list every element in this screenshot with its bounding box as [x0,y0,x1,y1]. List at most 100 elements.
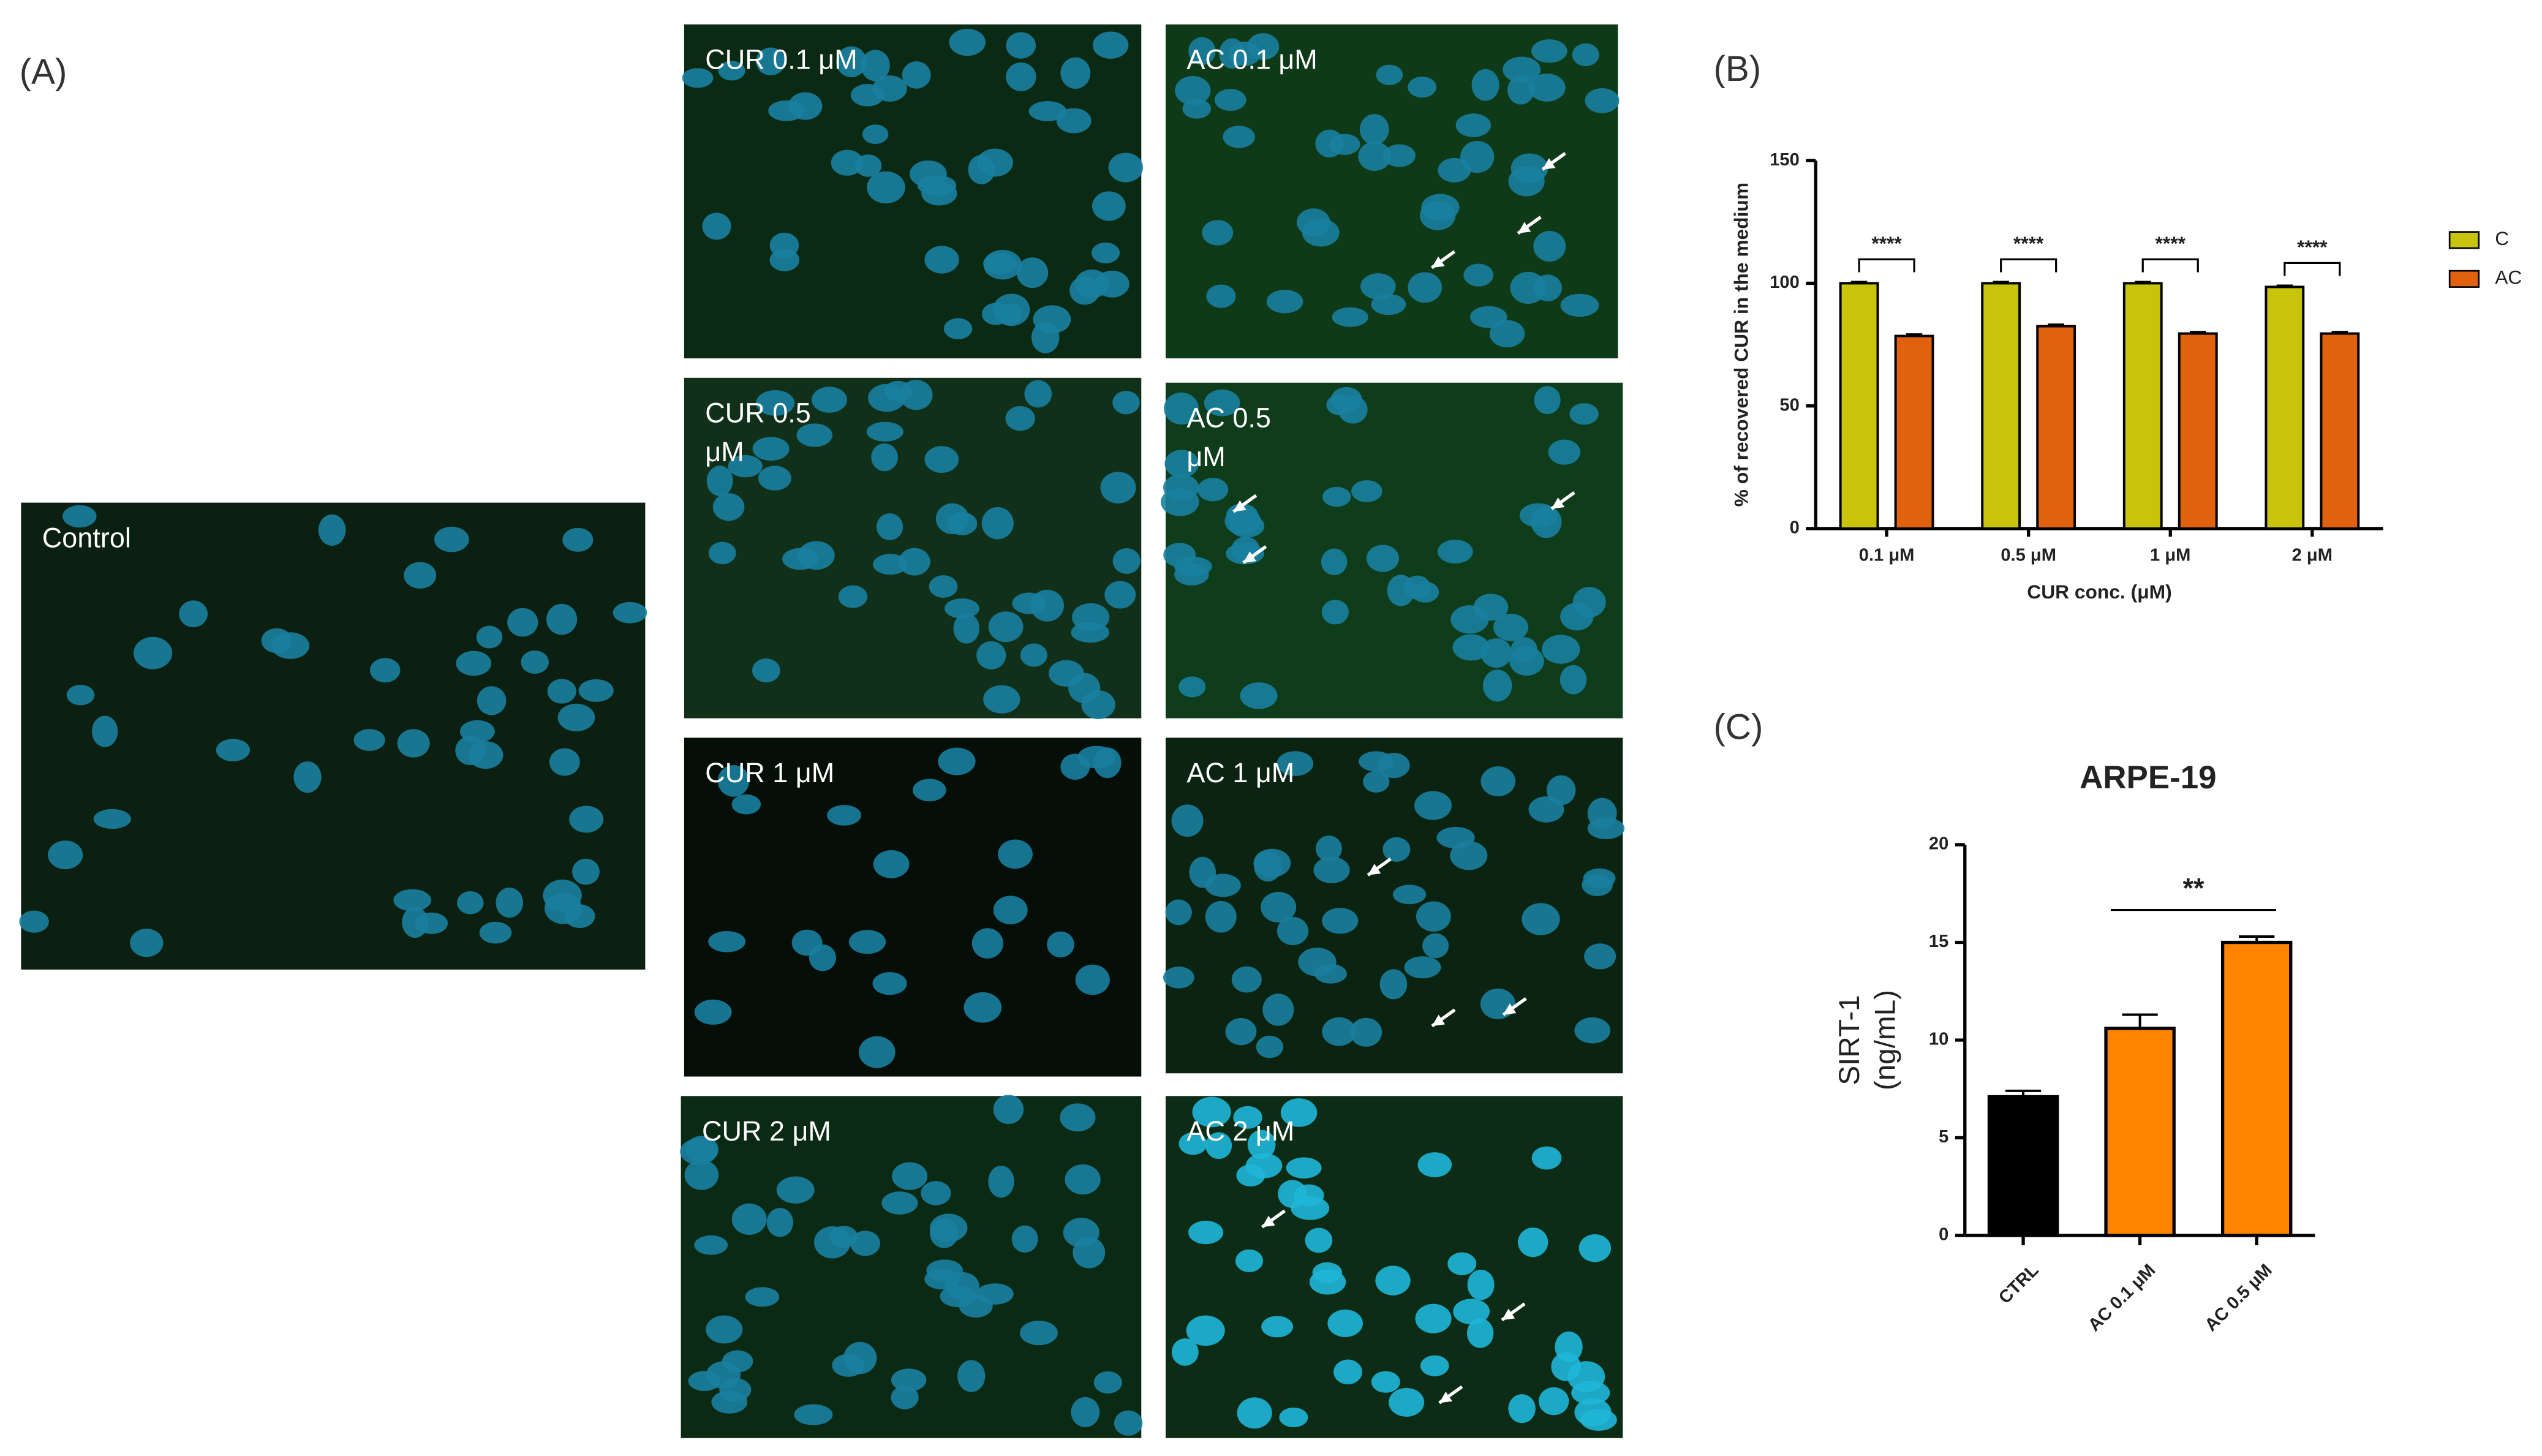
nucleus [1375,1266,1411,1296]
nucleus [402,907,429,938]
nucleus [1379,969,1408,1000]
nucleus [682,68,714,88]
nucleus [1224,507,1261,535]
nucleus [1560,665,1587,695]
nucleus [1160,488,1199,516]
nucleus [983,685,1020,714]
arrow-head [1518,222,1531,233]
nucleus [179,600,208,628]
nucleus [571,858,600,885]
nucleus [964,992,1002,1023]
nucleus [1332,307,1368,327]
nucleus [93,809,131,829]
nucleus [1261,891,1297,922]
nucleus [1466,1318,1494,1348]
x-tick-label: 2 μM [2292,546,2333,565]
nucleus [1081,690,1115,720]
nucleus [694,999,732,1025]
nucleus [756,390,795,416]
nucleus [1005,405,1035,431]
nucleus [1333,1359,1362,1384]
nucleus [1574,1017,1611,1044]
arrow-head [1262,1215,1275,1228]
nucleus [1450,841,1488,870]
nucleus [1012,592,1047,614]
nucleus [1471,69,1499,101]
micrograph: AC 0.5 μM [1160,382,1623,719]
nucleus [1108,153,1144,183]
y-tick-label: 20 [1929,834,1948,854]
nucleus [976,148,1013,177]
nucleus [1508,166,1545,197]
x-axis-title: CUR conc. (μM) [2027,581,2171,603]
nucleus [722,1350,753,1373]
nucleus [1542,635,1580,664]
error-bar [2135,281,2151,284]
nucleus [872,971,907,995]
nucleus [1112,391,1140,415]
nucleus [1205,873,1241,897]
nucleus [1071,1397,1100,1427]
nucleus [796,423,832,447]
nucleus [1175,76,1211,105]
bar [2036,325,2076,530]
nucleus [949,28,986,56]
nucleus [479,921,512,944]
nucleus [1204,389,1240,417]
legend-label: C [2495,227,2509,249]
nucleus [971,928,1003,959]
nucleus [1359,114,1389,145]
bar [1839,282,1879,530]
nucleus [1547,775,1576,805]
nucleus [1437,540,1473,564]
nucleus [1236,1164,1265,1187]
nucleus [791,929,823,956]
nucleus [993,896,1028,924]
arrow-head [1439,1391,1452,1403]
nucleus [459,720,495,743]
nucleus [993,1095,1024,1125]
nucleus [1060,1103,1096,1132]
nucleus [976,641,1006,670]
significance-label: **** [1871,232,1902,254]
nucleus [1489,320,1525,348]
nucleus [717,765,750,797]
nucleus [1171,804,1204,837]
y-tick-label: 150 [1770,150,1800,170]
nucleus [1351,480,1382,502]
nucleus [1205,900,1237,933]
bar [2220,940,2293,1237]
nucleus [1358,141,1392,171]
nucleus [899,548,930,576]
nucleus [788,92,823,120]
image-label: AC 0.5 [1186,402,1271,434]
nucleus [569,805,604,833]
nucleus [1309,1269,1346,1295]
nucleus [1031,322,1060,353]
nucleus [468,741,503,769]
micrograph: AC 1 μM [1163,737,1625,1074]
nucleus [1531,1146,1562,1170]
image-label: AC 2 μM [1186,1115,1294,1147]
nucleus [798,541,835,570]
nucleus [1233,1106,1262,1129]
nucleus [1214,89,1246,111]
nucleus [1179,1132,1207,1155]
nucleus [404,562,437,589]
error-bar [1850,281,1868,284]
nucleus [913,779,946,802]
nucleus [1112,548,1141,574]
bar [2178,332,2218,530]
x-tick-label: 0.5 μM [2001,546,2056,565]
arrow-head [1503,1003,1517,1015]
nucleus [902,61,931,89]
nucleus [945,598,979,619]
x-tick-label: CTRL [1995,1261,2043,1308]
nucleus [998,839,1033,869]
y-tick-label: 15 [1929,932,1948,951]
nucleus [1047,931,1074,958]
nucleus [829,1226,858,1248]
y-tick-label: 5 [1939,1127,1948,1147]
